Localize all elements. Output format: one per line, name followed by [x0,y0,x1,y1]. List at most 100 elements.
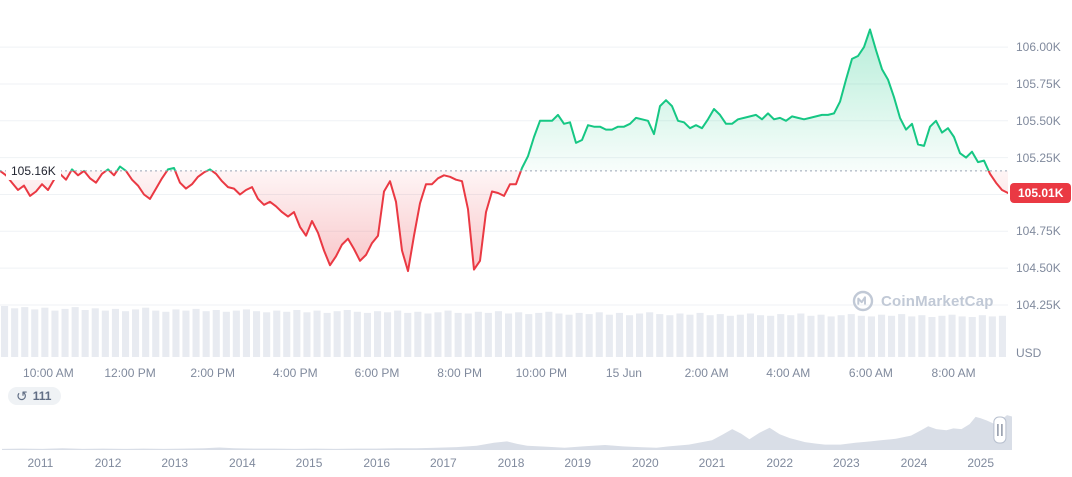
volume-bar [626,315,634,357]
x-axis-tick: 6:00 PM [354,366,400,380]
x-axis-tick: 2:00 PM [190,366,236,380]
volume-bar [898,314,906,357]
navigator-area[interactable] [2,415,1012,450]
volume-bar [595,312,603,357]
volume-bar [767,315,775,357]
volume-bar [857,315,865,357]
volume-bar [394,310,402,357]
navigator-handle[interactable] [993,416,1007,444]
currency-label: USD [1016,346,1042,360]
volume-bar [384,312,392,357]
volume-bar [142,307,150,357]
volume-bar [192,308,200,357]
volume-bar [918,315,926,357]
volume-bar [585,314,593,357]
x-axis-tick: 10:00 PM [515,366,567,380]
volume-bar [81,310,89,357]
price-line-green [0,28,990,171]
volume-bar [21,307,29,357]
navigator-year-axis: 2011 2012 2013 2014 2015 2016 2017 2018 2019 2020… [2,456,1012,472]
volume-bar [313,310,321,357]
volume-bar [232,310,240,357]
baseline-price-label: 105.16K [6,161,61,180]
x-axis-tick: 12:00 PM [104,366,156,380]
y-axis-tick: 104.50K [1016,261,1061,276]
volume-bar [41,307,49,357]
year-tick: 2015 [295,456,323,470]
year-tick: 2021 [698,456,726,470]
volume-bar [202,311,210,357]
y-axis-tick: 105.75K [1016,76,1061,91]
volume-bar [212,310,220,357]
x-axis-tick: 6:00 AM [848,366,893,380]
volume-bar [353,311,361,357]
volume-bar [696,312,704,357]
price-chart[interactable] [0,0,1008,362]
coinmarketcap-watermark: CoinMarketCap [852,290,994,312]
volume-bar [938,315,946,357]
volume-bar [162,311,170,357]
volume-bar [535,312,543,357]
volume-bar [404,312,412,357]
price-line-red [0,170,1008,273]
volume-bar [434,312,442,357]
history-count-badge[interactable]: ↺ 111 [8,387,62,405]
volume-bar [656,314,664,357]
volume-bar [847,314,855,357]
year-tick: 2018 [497,456,525,470]
volume-bar [484,312,492,357]
volume-bar [31,309,39,357]
volume-bar [888,315,896,357]
volume-bar [303,312,311,357]
volume-bar [827,316,835,357]
volume-bar [424,313,432,357]
y-axis-tick: 105.25K [1016,150,1061,165]
volume-bar [152,310,160,357]
year-tick: 2016 [363,456,391,470]
volume-bar [414,311,422,357]
y-axis-tick: 106.00K [1016,40,1061,55]
year-tick: 2017 [430,456,457,470]
volume-bar [867,316,875,357]
volume-bar [293,310,301,357]
volume-bar [1,306,9,357]
range-navigator[interactable] [2,408,1012,452]
year-tick: 2019 [564,456,592,470]
volume-bar [253,311,261,357]
volume-bar [494,311,502,357]
volume-bar [182,310,190,357]
volume-bar [91,308,99,357]
volume-bar [242,309,250,357]
volume-bar [374,311,382,357]
year-tick: 2013 [161,456,189,470]
volume-bar [998,315,1006,357]
history-count: 111 [32,389,52,403]
x-axis-tick: 4:00 AM [766,366,811,380]
volume-bar [51,310,59,357]
volume-bar [505,313,513,357]
volume-bar [132,309,140,357]
volume-bar [757,315,765,357]
volume-bar [686,314,694,357]
volume-bar [908,316,916,357]
volume-bar [837,315,845,357]
volume-bar [988,316,996,357]
volume-bar [454,312,462,357]
volume-bar [283,311,291,357]
volume-bar [646,312,654,357]
volume-bar [555,313,563,357]
volume-bar [363,312,371,357]
volume-bar [273,310,281,357]
volume-bar [948,314,956,357]
y-axis-tick: 104.75K [1016,224,1061,239]
y-axis-tick: 104.25K [1016,297,1061,312]
volume-bar [464,313,472,357]
volume-bar [323,312,331,357]
volume-bar [61,308,69,357]
x-axis-tick: 15 Jun [605,366,642,380]
volume-bar [716,314,724,357]
volume-bar [928,317,936,357]
volume-bar [565,314,573,357]
volume-bar [706,315,714,357]
